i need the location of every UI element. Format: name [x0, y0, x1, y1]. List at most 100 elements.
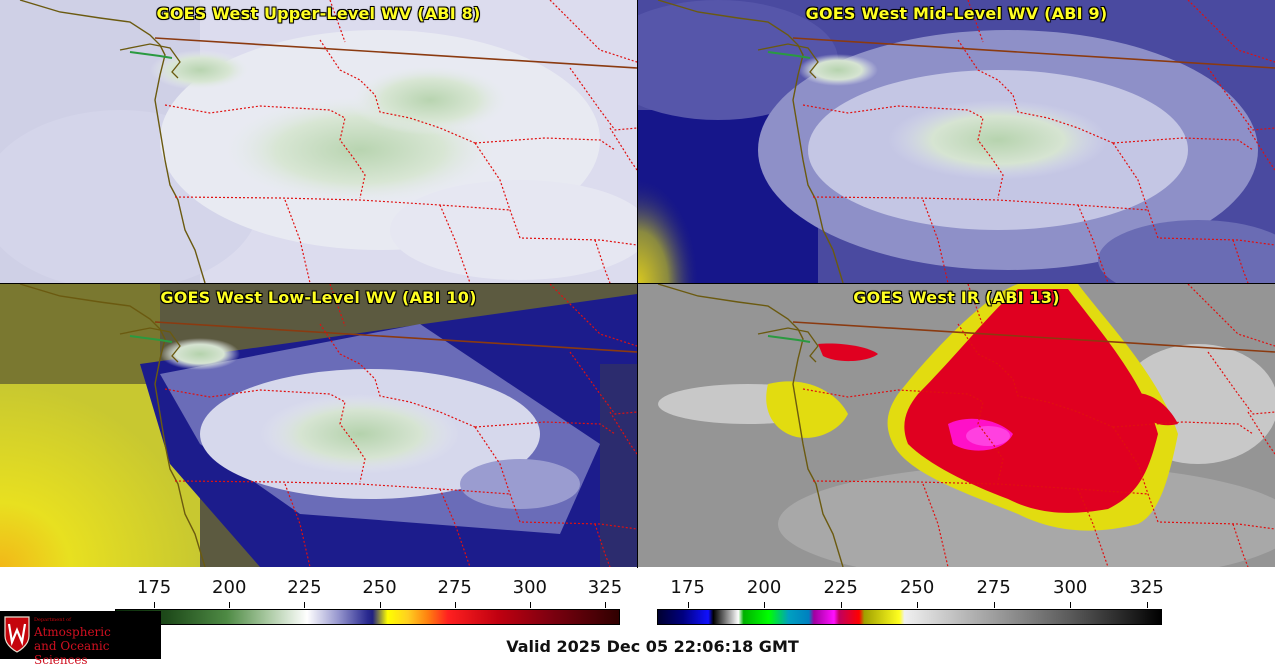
uw-crest-icon — [4, 616, 30, 653]
colorbar-tick-label: 200 — [212, 577, 247, 598]
state-border — [1187, 284, 1275, 347]
upper-level-wv-panel: GOES West Upper-Level WV (ABI 8) — [0, 0, 637, 283]
state-border — [174, 480, 511, 495]
colorbar-tick-mark — [687, 602, 689, 608]
ir-image — [638, 284, 1275, 567]
panel-title: GOES West Low-Level WV (ABI 10) — [160, 288, 477, 307]
state-border — [1077, 488, 1109, 567]
coast-or-country-line — [19, 284, 206, 567]
state-border — [594, 239, 611, 283]
state-border — [594, 523, 611, 567]
state-border — [1247, 127, 1275, 171]
state-border — [922, 483, 949, 567]
map-overlay — [657, 284, 1275, 567]
panel-title: GOES West Mid-Level WV (ABI 9) — [805, 4, 1108, 23]
colorbar-tick-label: 225 — [287, 577, 322, 598]
state-border — [1112, 137, 1254, 151]
colorbar-tick-mark — [154, 602, 156, 608]
coast-or-country-line — [154, 37, 637, 69]
colorbar-tick-mark — [604, 602, 606, 608]
coast-or-country-line — [154, 321, 637, 353]
map-overlay — [19, 284, 637, 567]
coast-or-country-line — [129, 51, 173, 59]
state-border — [802, 104, 1004, 199]
colorbar-tick-mark — [993, 602, 995, 608]
state-border — [957, 323, 1114, 428]
state-border — [474, 137, 616, 151]
state-border — [474, 426, 637, 530]
coast-or-country-line — [657, 284, 844, 567]
state-border — [812, 196, 1149, 211]
low-level-wv-panel: GOES West Low-Level WV (ABI 10) — [0, 284, 637, 567]
coast-or-country-line — [792, 37, 1275, 69]
colorbar-tick-label: 325 — [1129, 577, 1164, 598]
mid-level-wv-image — [638, 0, 1275, 283]
colorbar-tick-mark — [764, 602, 766, 608]
colorbar-tick-label: 225 — [823, 577, 858, 598]
state-border — [1207, 67, 1275, 131]
state-border — [1247, 411, 1275, 455]
state-border — [329, 0, 346, 43]
panel-divider-vertical — [637, 0, 638, 568]
coast-or-country-line — [119, 327, 181, 363]
colorbar-tick-mark — [229, 602, 231, 608]
colorbar-tick-mark — [379, 602, 381, 608]
state-border — [329, 284, 346, 327]
map-overlay — [657, 0, 1275, 283]
colorbar-tick-mark — [1146, 602, 1148, 608]
state-border — [1112, 421, 1254, 435]
state-border — [174, 196, 511, 211]
coast-or-country-line — [757, 43, 819, 79]
low-level-wv-image — [0, 284, 637, 567]
state-border — [967, 0, 984, 43]
state-border — [439, 204, 471, 283]
state-border — [1187, 0, 1275, 63]
ir-colorbar — [657, 609, 1162, 625]
state-border — [284, 199, 311, 283]
ir-panel: GOES West IR (ABI 13) — [638, 284, 1275, 567]
state-border — [609, 411, 637, 455]
panel-divider-horizontal — [0, 283, 1275, 284]
state-border — [164, 104, 366, 199]
colorbar-tick-mark — [1070, 602, 1072, 608]
state-border — [439, 488, 471, 567]
colorbar-tick-mark — [529, 602, 531, 608]
colorbar-tick-label: 250 — [899, 577, 935, 598]
state-border — [609, 127, 637, 171]
colorbar-tick-label: 275 — [437, 577, 472, 598]
state-border — [319, 39, 476, 144]
colorbar-tick-mark — [917, 602, 919, 608]
state-border — [1232, 239, 1249, 283]
colorbar-tick-label: 300 — [1052, 577, 1088, 598]
state-border — [1077, 204, 1109, 283]
state-border — [1112, 142, 1275, 246]
colorbar-tick-mark — [304, 602, 306, 608]
state-border — [569, 351, 637, 415]
state-border — [1207, 351, 1275, 415]
panel-title: GOES West Upper-Level WV (ABI 8) — [156, 4, 481, 23]
coast-or-country-line — [129, 335, 173, 343]
state-border — [549, 284, 637, 347]
state-border — [549, 0, 637, 63]
colorbar-tick-label: 325 — [587, 577, 623, 598]
colorbar-tick-label: 300 — [512, 577, 547, 598]
colorbar-tick-label: 250 — [362, 577, 397, 598]
coast-or-country-line — [19, 0, 206, 283]
mid-level-wv-panel: GOES West Mid-Level WV (ABI 9) — [638, 0, 1275, 283]
state-border — [1112, 426, 1275, 530]
state-border — [1232, 523, 1249, 567]
coast-or-country-line — [792, 321, 1275, 353]
colorbar-tick-label: 175 — [136, 577, 172, 598]
wv-colorbar-ticks: 175 200 225 250 275 300 325 — [115, 577, 623, 611]
state-border — [284, 483, 311, 567]
coast-or-country-line — [767, 51, 811, 59]
colorbar-tick-mark — [454, 602, 456, 608]
state-border — [319, 323, 476, 428]
colorbar-tick-mark — [840, 602, 842, 608]
state-border — [922, 199, 949, 283]
valid-time: Valid 2025 Dec 05 22:06:18 GMT — [506, 637, 799, 656]
coast-or-country-line — [119, 43, 181, 79]
state-border — [957, 39, 1114, 144]
coast-or-country-line — [657, 0, 844, 283]
wv-colorbar — [115, 609, 620, 625]
